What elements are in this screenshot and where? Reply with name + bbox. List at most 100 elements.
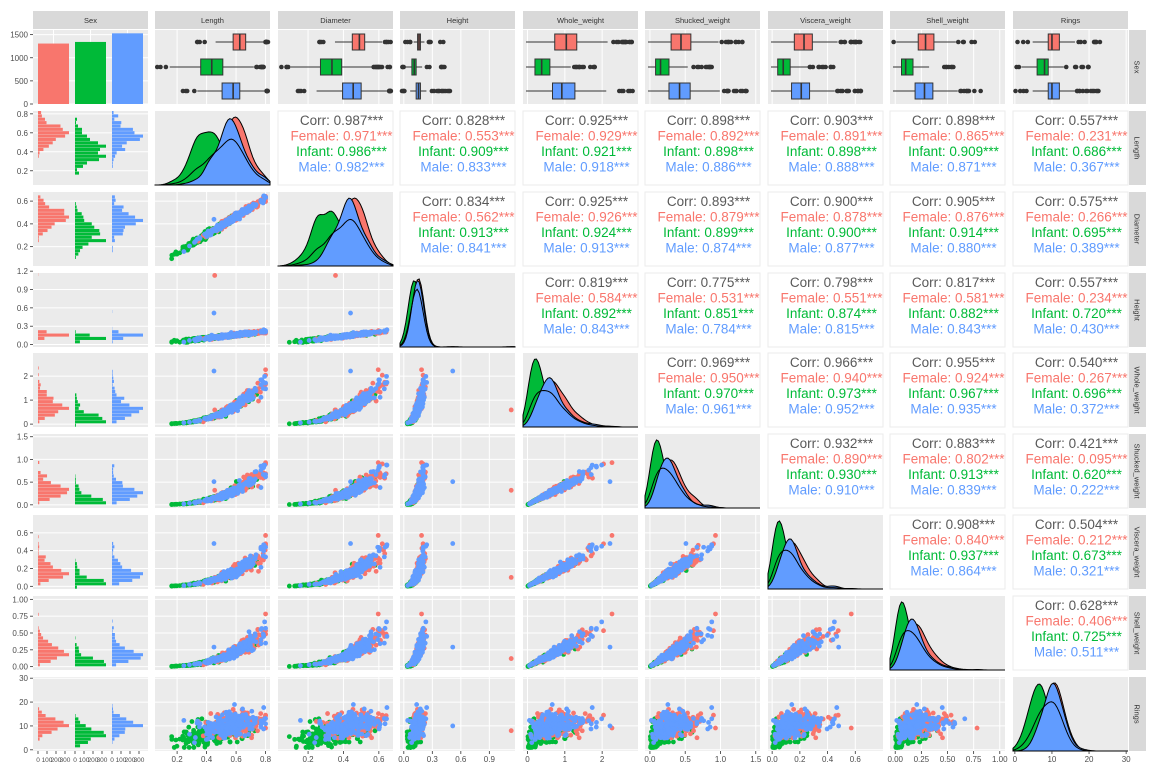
point-male bbox=[263, 386, 268, 392]
corr-label: Female: bbox=[902, 129, 955, 144]
box-outlier bbox=[972, 88, 977, 94]
point-female bbox=[419, 367, 424, 373]
corr-infant: Infant: 0.898*** bbox=[663, 144, 755, 159]
corr-label: Infant: bbox=[1031, 225, 1072, 240]
corr-value: 0.266*** bbox=[1078, 210, 1128, 225]
panel-sex-whole-weight bbox=[523, 30, 638, 104]
scatter-points bbox=[169, 273, 268, 345]
panel-whole-weight-sex bbox=[33, 353, 148, 427]
corr-overall: Corr: 0.903*** bbox=[790, 113, 874, 128]
strip-label-diameter: Diameter bbox=[320, 16, 351, 25]
corr-male: Male: 0.913*** bbox=[543, 241, 630, 256]
hist-bar-infant bbox=[75, 242, 89, 246]
hist-bar-male bbox=[112, 144, 123, 148]
corr-value: 0.843*** bbox=[580, 322, 630, 337]
box-outlier bbox=[431, 88, 437, 94]
corr-overall: Corr: 0.557*** bbox=[1035, 113, 1119, 128]
density-overall-line bbox=[399, 288, 516, 348]
hist-bar-infant bbox=[75, 235, 92, 239]
corr-value: 0.557*** bbox=[1069, 275, 1119, 290]
corr-female: Female: 0.876*** bbox=[902, 210, 1005, 225]
point-male bbox=[234, 403, 240, 409]
corr-female: Female: 0.865*** bbox=[902, 129, 1005, 144]
hist-bar-female bbox=[38, 379, 40, 383]
hist-bar-male bbox=[112, 416, 125, 420]
corr-infant: Infant: 0.851*** bbox=[663, 306, 755, 321]
point-male bbox=[216, 413, 222, 419]
hist-bar-male bbox=[112, 393, 117, 397]
hist-bar-female bbox=[38, 225, 52, 229]
box-outlier bbox=[399, 88, 405, 94]
bar-sex-male bbox=[112, 33, 143, 104]
corr-value: 0.892*** bbox=[710, 129, 760, 144]
corr-value: 0.898*** bbox=[701, 113, 751, 128]
corr-value: 0.898*** bbox=[827, 144, 877, 159]
corr-male: Male: 0.888*** bbox=[788, 160, 875, 175]
point-male bbox=[205, 230, 211, 236]
corr-panel-border bbox=[522, 110, 639, 186]
box-outlier bbox=[616, 88, 622, 94]
point-male bbox=[350, 331, 355, 337]
box-outlier bbox=[733, 39, 739, 45]
hist-bar-infant bbox=[75, 158, 99, 162]
hist-bar-male bbox=[112, 222, 136, 226]
hist-bar-infant bbox=[75, 340, 80, 344]
panel-whole-weight-height bbox=[400, 353, 515, 427]
panel-height-diameter bbox=[278, 270, 393, 347]
box-outlier bbox=[573, 64, 579, 70]
corr-female: Female: 0.553*** bbox=[412, 129, 515, 144]
corr-male: Male: 0.843*** bbox=[910, 322, 997, 337]
corr-label: Infant: bbox=[663, 306, 704, 321]
corr-panel-border bbox=[889, 272, 1006, 348]
hist-bar-male bbox=[112, 330, 119, 334]
corr-label: Corr: bbox=[667, 113, 701, 128]
box-outlier bbox=[619, 39, 625, 45]
box-outlier bbox=[202, 39, 207, 45]
box-outlier bbox=[405, 39, 410, 45]
corr-value: 0.900*** bbox=[827, 225, 877, 240]
point-male bbox=[261, 198, 266, 204]
hist-bar-male bbox=[112, 215, 136, 219]
panel-sex-viscera-weight bbox=[768, 30, 883, 104]
corr-value: 0.843*** bbox=[947, 322, 997, 337]
box-outlier bbox=[434, 88, 440, 94]
scatter-points bbox=[169, 193, 268, 262]
hist-bar-infant bbox=[75, 249, 81, 253]
hist-bar-male bbox=[112, 134, 143, 138]
box-outlier bbox=[1063, 64, 1069, 70]
panel-diameter-height: Corr: 0.834***Female: 0.562***Infant: 0.… bbox=[399, 191, 516, 267]
corr-value: 0.430*** bbox=[1070, 322, 1120, 337]
corr-infant: Infant: 0.898*** bbox=[786, 144, 878, 159]
hist-bar-male bbox=[112, 333, 143, 337]
box-outlier bbox=[427, 64, 432, 70]
corr-label: Corr: bbox=[300, 113, 334, 128]
corr-value: 0.817*** bbox=[946, 275, 996, 290]
corr-overall: Corr: 0.575*** bbox=[1035, 194, 1119, 209]
corr-label: Corr: bbox=[545, 113, 579, 128]
hist-bar-male bbox=[112, 141, 127, 145]
point-infant bbox=[171, 251, 177, 257]
corr-female: Female: 0.892*** bbox=[657, 129, 760, 144]
box-outlier bbox=[1078, 39, 1084, 45]
point-male bbox=[348, 310, 353, 316]
point-male bbox=[347, 407, 353, 413]
strip-row-label-whole-weight: Whole_weight bbox=[1133, 366, 1142, 414]
hist-bar-female bbox=[38, 195, 41, 199]
corr-female: Female: 0.234*** bbox=[1025, 291, 1128, 306]
hist-bar-male bbox=[112, 336, 124, 340]
box-outlier bbox=[695, 64, 700, 70]
point-male bbox=[353, 401, 359, 406]
box-outlier bbox=[440, 64, 446, 70]
corr-label: Female: bbox=[780, 129, 833, 144]
point-infant bbox=[177, 250, 183, 256]
corr-value: 0.891*** bbox=[833, 129, 883, 144]
hist-bar-female bbox=[38, 124, 61, 128]
corr-label: Infant: bbox=[908, 144, 949, 159]
box-infant bbox=[319, 58, 343, 76]
box-outlier bbox=[816, 64, 821, 70]
box-outlier bbox=[626, 88, 631, 94]
hist-bar-infant bbox=[75, 164, 83, 168]
corr-label: Female: bbox=[657, 129, 710, 144]
corr-label: Female: bbox=[657, 291, 710, 306]
corr-label: Male: bbox=[543, 322, 580, 337]
